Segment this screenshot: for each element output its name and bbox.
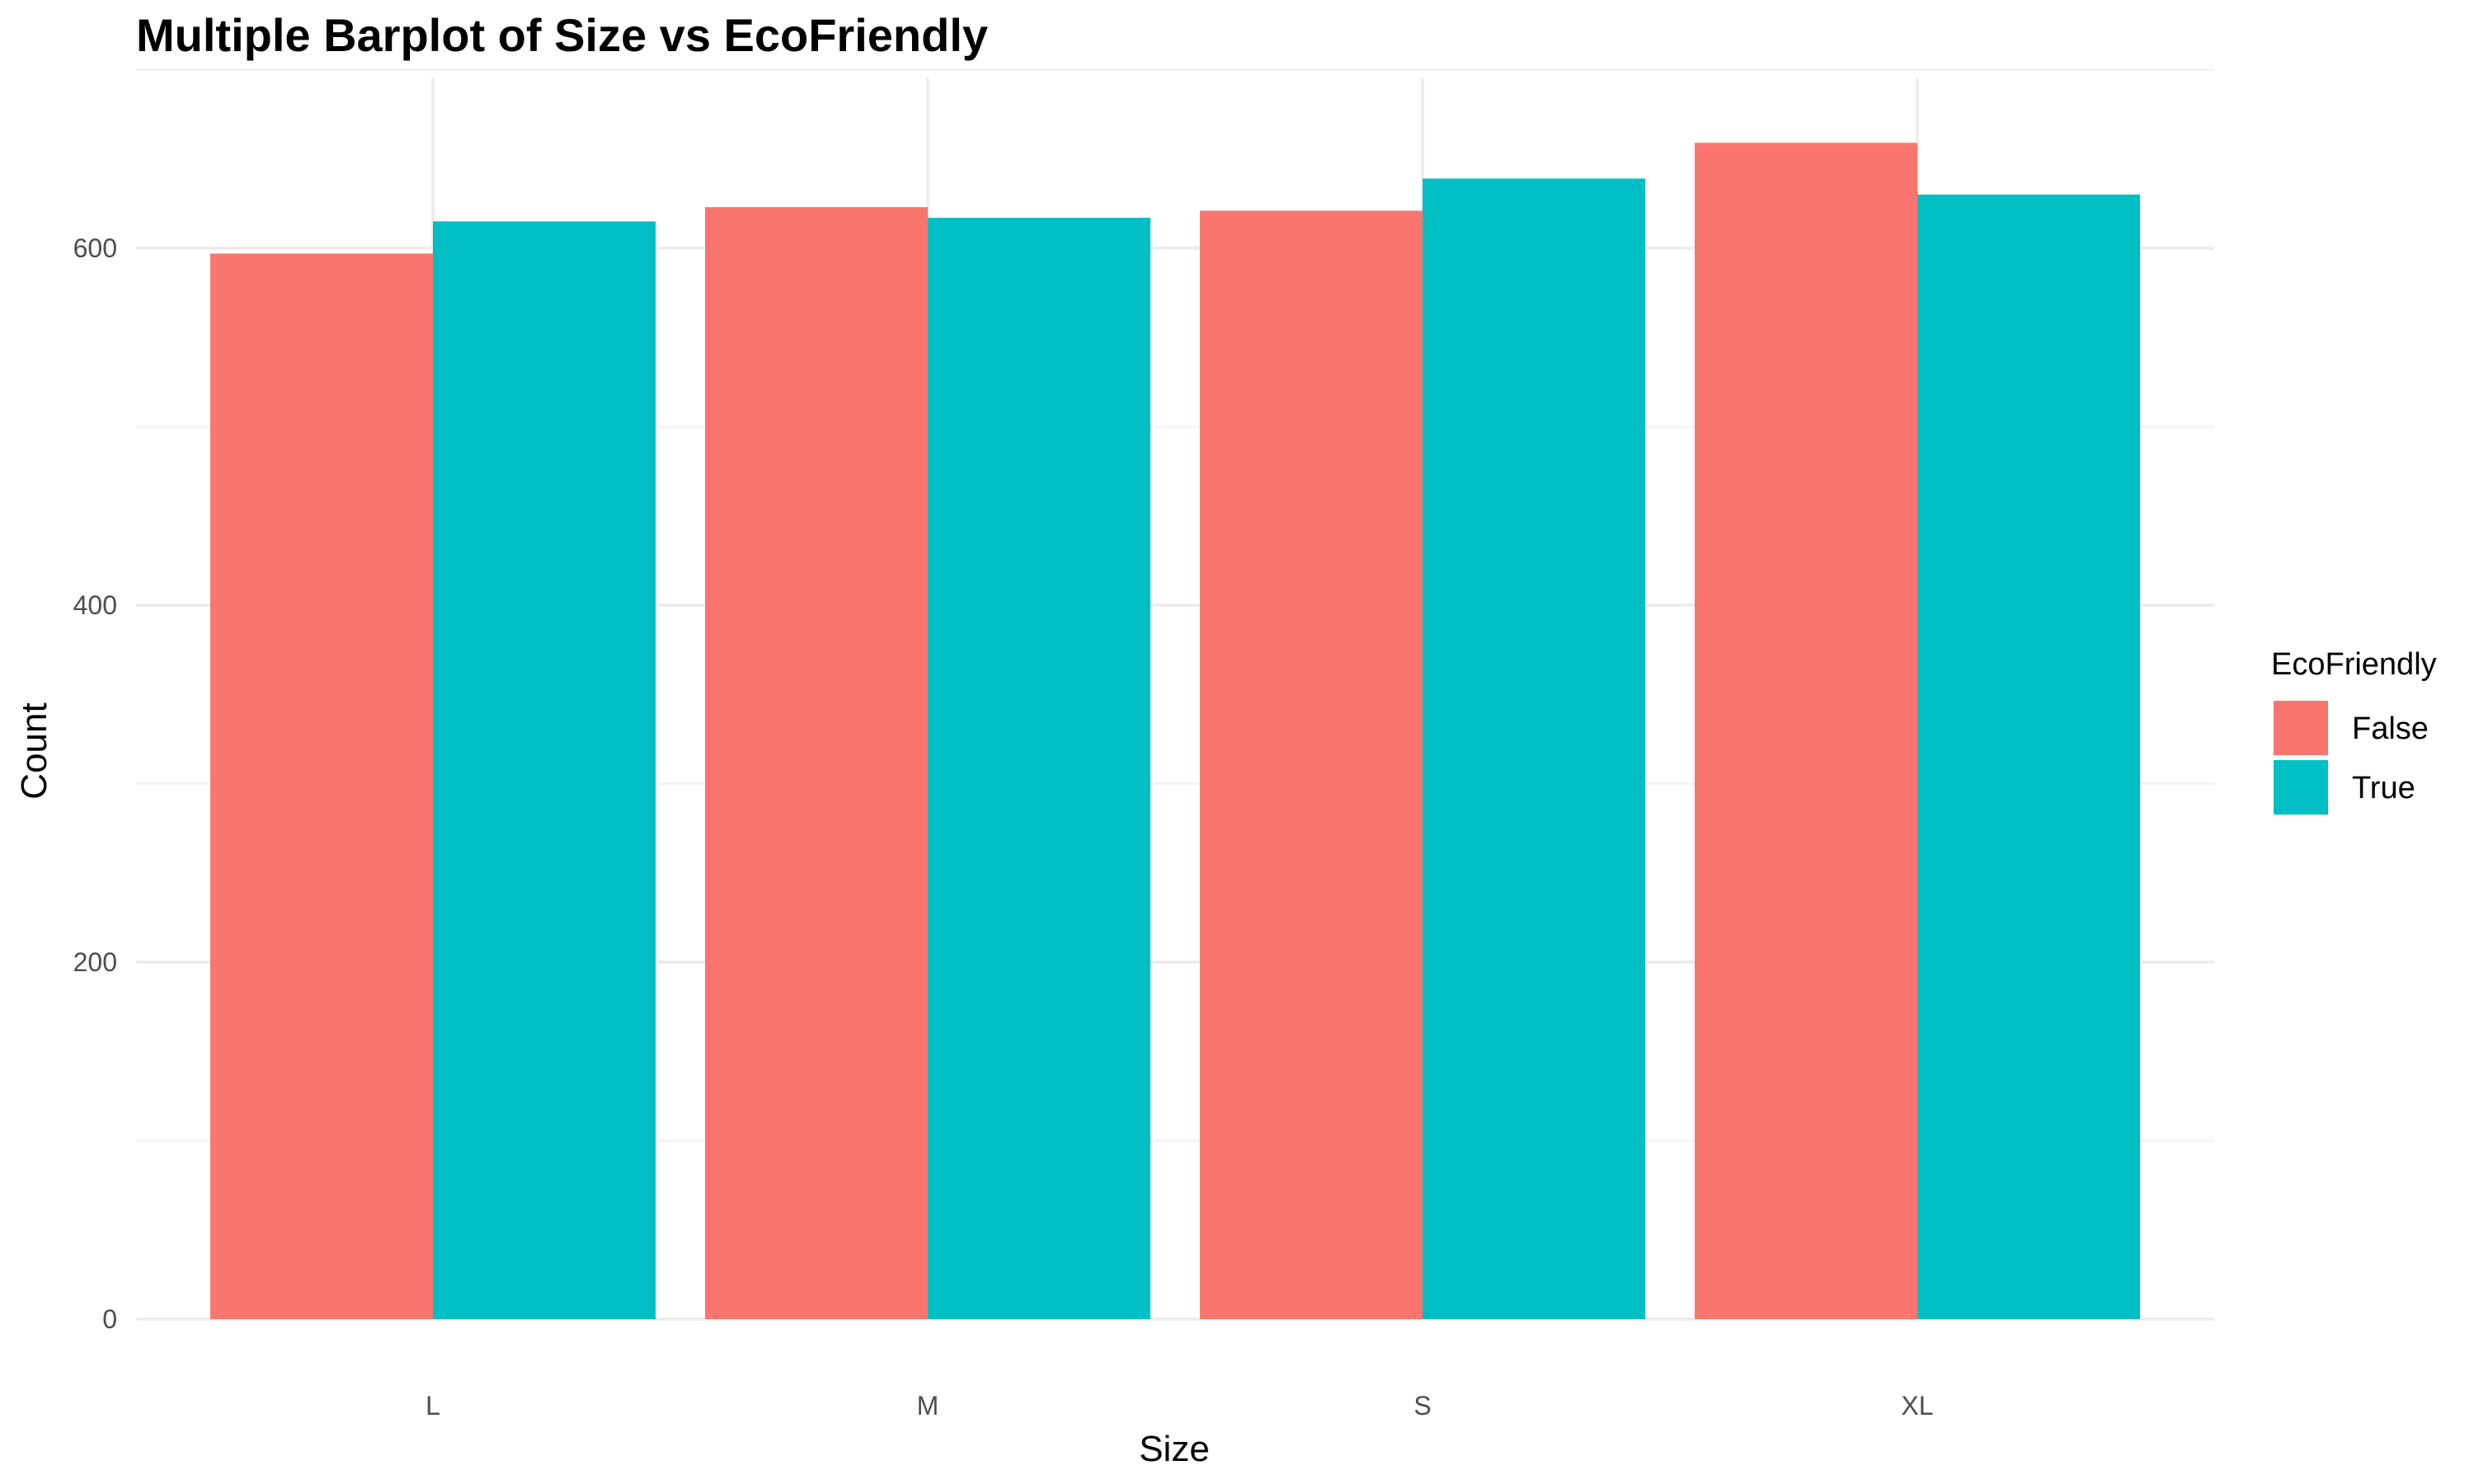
bar-L-False <box>210 253 433 1319</box>
legend-label-False: False <box>2352 711 2429 746</box>
x-tick-label: L <box>426 1391 440 1421</box>
bar-L-True <box>433 221 656 1319</box>
legend-label-True: True <box>2352 771 2415 805</box>
bar-M-False <box>705 207 928 1320</box>
y-tick-label: 400 <box>73 590 117 620</box>
x-tick-label: S <box>1413 1391 1431 1421</box>
y-tick-label: 200 <box>73 947 117 977</box>
x-tick-label: XL <box>1901 1391 1933 1421</box>
y-tick-label: 600 <box>73 233 117 263</box>
chart-title: Multiple Barplot of Size vs EcoFriendly <box>136 9 988 61</box>
bar-M-True <box>928 218 1150 1319</box>
x-axis-title: Size <box>1139 1429 1210 1469</box>
y-tick-label: 0 <box>102 1304 117 1334</box>
bar-S-True <box>1423 178 1645 1320</box>
bar-XL-False <box>1695 143 1917 1319</box>
legend-key-False <box>2274 701 2328 755</box>
bar-S-False <box>1200 210 1423 1319</box>
bars <box>210 143 2140 1320</box>
legend: EcoFriendly False True <box>2271 647 2437 815</box>
legend-title: EcoFriendly <box>2271 647 2437 682</box>
bar-XL-True <box>1917 195 2140 1319</box>
x-tick-label: M <box>917 1391 939 1421</box>
y-axis-title: Count <box>14 702 54 799</box>
tick-labels: 0 200 400 600 L M S XL <box>73 233 1934 1421</box>
legend-key-True <box>2274 760 2328 815</box>
